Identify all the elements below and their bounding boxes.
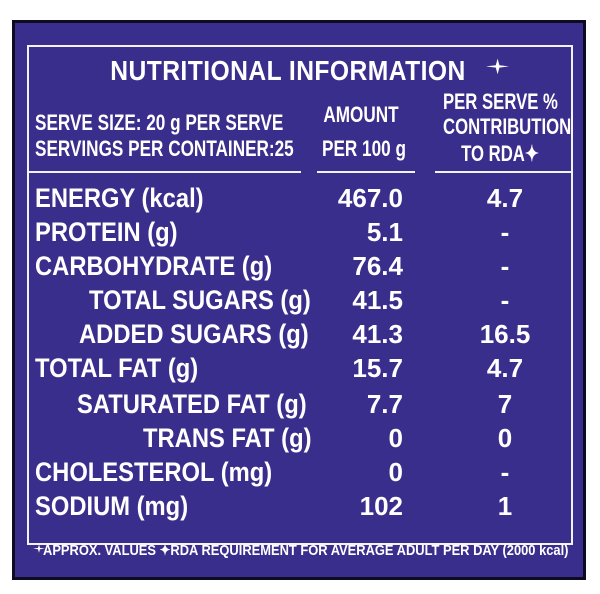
row-rda-total-sugars: -	[500, 285, 510, 315]
row-rda-cholesterol: -	[500, 457, 510, 487]
header-divider-mid	[317, 171, 415, 173]
row-amount-total-fat: 15.7	[352, 353, 403, 383]
footer-note: APPROX. VALUES ✦RDA REQUIREMENT FOR AVER…	[43, 542, 569, 559]
row-label-protein: PROTEIN (g)	[35, 217, 178, 247]
header-divider-left	[29, 171, 301, 173]
row-label-total-fat: TOTAL FAT (g)	[35, 353, 199, 383]
row-rda-protein: -	[500, 217, 510, 247]
row-label-energy: ENERGY (kcal)	[35, 183, 204, 213]
row-amount-carbohydrate: 76.4	[352, 251, 403, 281]
row-rda-saturated-fat: 7	[497, 389, 513, 419]
row-label-trans-fat: TRANS FAT (g)	[143, 423, 312, 453]
row-amount-cholesterol: 0	[388, 457, 403, 487]
row-rda-sodium: 1	[497, 491, 513, 521]
table-title: NUTRITIONAL INFORMATION	[110, 55, 466, 86]
row-amount-trans-fat: 0	[388, 423, 403, 453]
nutrition-panel: NUTRITIONAL INFORMATION SERVE SIZE: 20 g…	[12, 20, 586, 580]
approx-star-icon	[485, 58, 510, 75]
header-divider-right	[435, 171, 573, 173]
serve-size-label: SERVE SIZE: 20 g PER SERVE	[35, 110, 284, 135]
amount-header-line1: AMOUNT	[323, 102, 399, 127]
row-amount-energy: 467.0	[337, 183, 403, 213]
row-amount-total-sugars: 41.5	[352, 285, 403, 315]
row-rda-added-sugars: 16.5	[479, 319, 531, 349]
row-rda-energy: 4.7	[486, 183, 524, 213]
row-rda-carbohydrate: -	[500, 251, 510, 281]
row-label-total-sugars: TOTAL SUGARS (g)	[89, 285, 311, 315]
row-rda-total-fat: 4.7	[486, 353, 524, 383]
rda-header-line1: PER SERVE %	[443, 89, 558, 114]
row-label-cholesterol: CHOLESTEROL (mg)	[35, 457, 273, 487]
amount-header-line2: PER 100 g	[322, 136, 406, 161]
row-amount-protein: 5.1	[366, 217, 403, 247]
row-label-added-sugars: ADDED SUGARS (g)	[79, 319, 309, 349]
rda-header-line2: CONTRIBUTION	[443, 114, 572, 139]
servings-per-container-label: SERVINGS PER CONTAINER:25	[35, 136, 294, 161]
footer-star-icon	[33, 544, 45, 553]
row-label-sodium: SODIUM (mg)	[35, 491, 189, 521]
row-label-saturated-fat: SATURATED FAT (g)	[77, 389, 307, 419]
row-label-carbohydrate: CARBOHYDRATE (g)	[35, 251, 273, 281]
row-amount-added-sugars: 41.3	[352, 319, 403, 349]
row-rda-trans-fat: 0	[497, 423, 513, 453]
row-amount-sodium: 102	[359, 491, 403, 521]
rda-header-line3: TO RDA✦	[461, 141, 539, 166]
row-amount-saturated-fat: 7.7	[366, 389, 403, 419]
nutrition-table-frame	[27, 45, 573, 545]
